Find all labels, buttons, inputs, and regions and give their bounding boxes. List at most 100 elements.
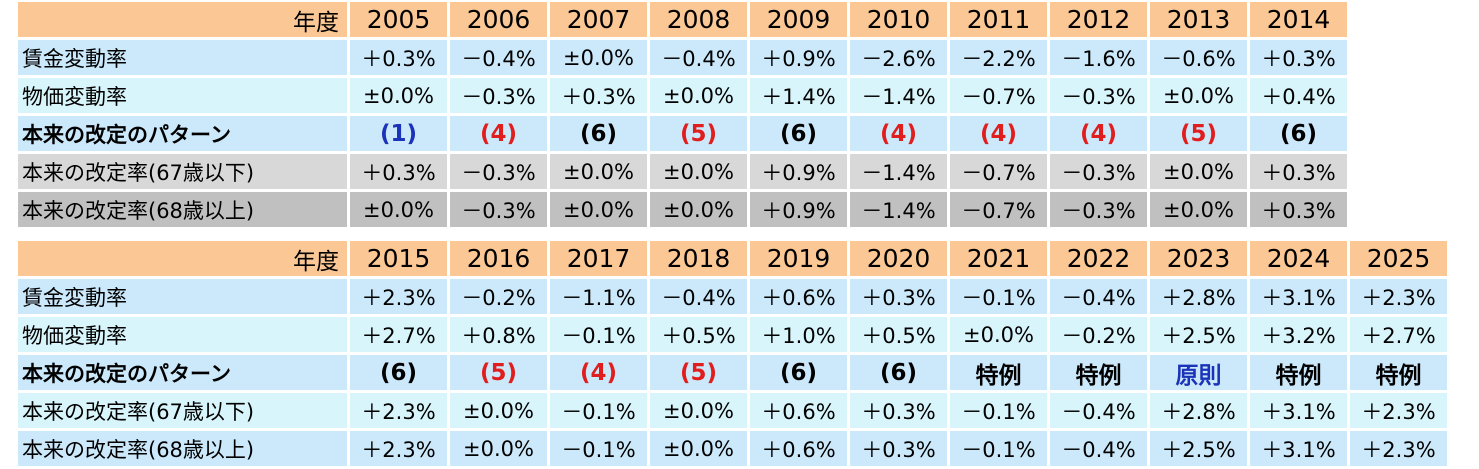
revision-rate-68-over-cell: －0.3% (450, 192, 550, 230)
revision-rate-67-under-cell: ±0.0% (650, 154, 750, 192)
revision-pattern-label: 本来の改定のパターン (18, 355, 350, 393)
year-cell: 2016 (450, 241, 550, 279)
wage-change-cell: ＋3.1% (1250, 279, 1350, 317)
year-cell: 2006 (450, 2, 550, 40)
wage-change-cell: ＋0.6% (750, 279, 850, 317)
revision-pattern-cell: (4) (450, 116, 550, 154)
wage-change-cell: ＋2.3% (350, 279, 450, 317)
year-row: 年度 2005 2006 2007 2008 2009 2010 2011 2012 2013 20… (18, 2, 1350, 40)
revision-pattern-cell: (5) (650, 116, 750, 154)
revision-rate-67-under-cell: ±0.0% (650, 393, 750, 431)
year-cell: 2018 (650, 241, 750, 279)
revision-rate-68-over-cell: －0.4% (1050, 431, 1150, 469)
wage-change-cell: －1.6% (1050, 40, 1150, 78)
revision-pattern-cell: 特例 (1350, 355, 1450, 393)
revision-pattern-cell: (6) (850, 355, 950, 393)
wage-change-row: 賃金変動率 ＋2.3% －0.2% －1.1% －0.4% ＋0.6% ＋0.3% －0.1%… (18, 279, 1450, 317)
year-cell: 2014 (1250, 2, 1350, 40)
year-cell: 2017 (550, 241, 650, 279)
revision-rate-68-over-cell: －0.3% (1050, 192, 1150, 230)
wage-change-cell: ＋0.3% (850, 279, 950, 317)
wage-change-cell: －0.4% (650, 279, 750, 317)
year-cell: 2012 (1050, 2, 1150, 40)
price-change-cell: ＋0.4% (1250, 78, 1350, 116)
revision-pattern-label: 本来の改定のパターン (18, 116, 350, 154)
revision-pattern-cell: 特例 (1050, 355, 1150, 393)
wage-change-cell: －0.4% (450, 40, 550, 78)
price-change-label: 物価変動率 (18, 317, 350, 355)
revision-rate-68-over-cell: －0.1% (550, 431, 650, 469)
revision-pattern-cell: (6) (750, 116, 850, 154)
year-cell: 2011 (950, 2, 1050, 40)
year-cell: 2008 (650, 2, 750, 40)
revision-rate-67-under-cell: ＋2.3% (1350, 393, 1450, 431)
revision-rate-67-under-cell: －0.7% (950, 154, 1050, 192)
wage-change-cell: －0.4% (650, 40, 750, 78)
wage-change-label: 賃金変動率 (18, 279, 350, 317)
price-change-cell: ＋0.8% (450, 317, 550, 355)
revision-rate-68-over-label: 本来の改定率(68歳以上) (18, 192, 350, 230)
revision-pattern-cell: (6) (1250, 116, 1350, 154)
wage-change-cell: －0.2% (450, 279, 550, 317)
revision-rate-67-under-label: 本来の改定率(67歳以下) (18, 393, 350, 431)
revision-rate-67-under-cell: －0.4% (1050, 393, 1150, 431)
year-cell: 2010 (850, 2, 950, 40)
wage-change-cell: －2.6% (850, 40, 950, 78)
revision-rate-68-over-cell: ＋2.5% (1150, 431, 1250, 469)
price-change-cell: ±0.0% (1150, 78, 1250, 116)
price-change-cell: ＋0.3% (550, 78, 650, 116)
revision-rate-67-under-cell: ＋2.3% (350, 393, 450, 431)
revision-rate-68-over-cell: ±0.0% (650, 192, 750, 230)
wage-change-cell: ＋0.3% (1250, 40, 1350, 78)
year-label: 年度 (18, 241, 350, 279)
revision-pattern-cell: (6) (550, 116, 650, 154)
price-change-cell: ＋0.5% (850, 317, 950, 355)
price-change-cell: －0.2% (1050, 317, 1150, 355)
revision-rate-68-over-cell: －0.7% (950, 192, 1050, 230)
wage-change-cell: －0.4% (1050, 279, 1150, 317)
revision-rate-68-over-cell: ±0.0% (650, 431, 750, 469)
revision-rate-68-over-cell: ＋3.1% (1250, 431, 1350, 469)
price-change-cell: ＋0.5% (650, 317, 750, 355)
year-cell: 2020 (850, 241, 950, 279)
pension-revision-table-2005-2014: 年度 2005 2006 2007 2008 2009 2010 2011 2012 2013 20… (18, 2, 1350, 230)
price-change-cell: －0.7% (950, 78, 1050, 116)
year-label: 年度 (18, 2, 350, 40)
wage-change-cell: ±0.0% (550, 40, 650, 78)
revision-rate-68-over-cell: ±0.0% (550, 192, 650, 230)
year-cell: 2019 (750, 241, 850, 279)
year-cell: 2022 (1050, 241, 1150, 279)
year-cell: 2025 (1350, 241, 1450, 279)
revision-rate-67-under-cell: ＋0.3% (350, 154, 450, 192)
revision-pattern-cell: (4) (550, 355, 650, 393)
price-change-row: 物価変動率 ＋2.7% ＋0.8% －0.1% ＋0.5% ＋1.0% ＋0.5% ±0.0%… (18, 317, 1450, 355)
wage-change-cell: －1.1% (550, 279, 650, 317)
revision-pattern-cell: 特例 (1250, 355, 1350, 393)
revision-rate-68-over-cell: ＋0.6% (750, 431, 850, 469)
revision-rate-67-under-cell: ＋0.3% (850, 393, 950, 431)
wage-change-cell: ＋2.8% (1150, 279, 1250, 317)
revision-rate-67-under-cell: －0.1% (950, 393, 1050, 431)
wage-change-cell: ＋2.3% (1350, 279, 1450, 317)
revision-rate-68-over-cell: ±0.0% (350, 192, 450, 230)
revision-rate-68-over-cell: －0.1% (950, 431, 1050, 469)
price-change-cell: ±0.0% (350, 78, 450, 116)
price-change-cell: ＋2.7% (1350, 317, 1450, 355)
revision-rate-68-over-cell: ＋0.9% (750, 192, 850, 230)
revision-rate-68-over-cell: ＋0.3% (1250, 192, 1350, 230)
price-change-cell: ＋2.7% (350, 317, 450, 355)
revision-rate-68-over-cell: ±0.0% (450, 431, 550, 469)
year-cell: 2023 (1150, 241, 1250, 279)
revision-rate-67-under-cell: ＋2.8% (1150, 393, 1250, 431)
revision-rate-67-under-cell: －0.3% (450, 154, 550, 192)
price-change-cell: ＋1.0% (750, 317, 850, 355)
revision-pattern-cell: (5) (1150, 116, 1250, 154)
revision-rate-68-over-cell: －1.4% (850, 192, 950, 230)
price-change-cell: ＋3.2% (1250, 317, 1350, 355)
revision-rate-67-under-cell: ±0.0% (550, 154, 650, 192)
revision-pattern-cell: (5) (450, 355, 550, 393)
year-row: 年度 2015 2016 2017 2018 2019 2020 2021 2022 2023 20… (18, 241, 1450, 279)
year-cell: 2013 (1150, 2, 1250, 40)
price-change-cell: －0.3% (450, 78, 550, 116)
revision-rate-67-under-cell: －0.1% (550, 393, 650, 431)
